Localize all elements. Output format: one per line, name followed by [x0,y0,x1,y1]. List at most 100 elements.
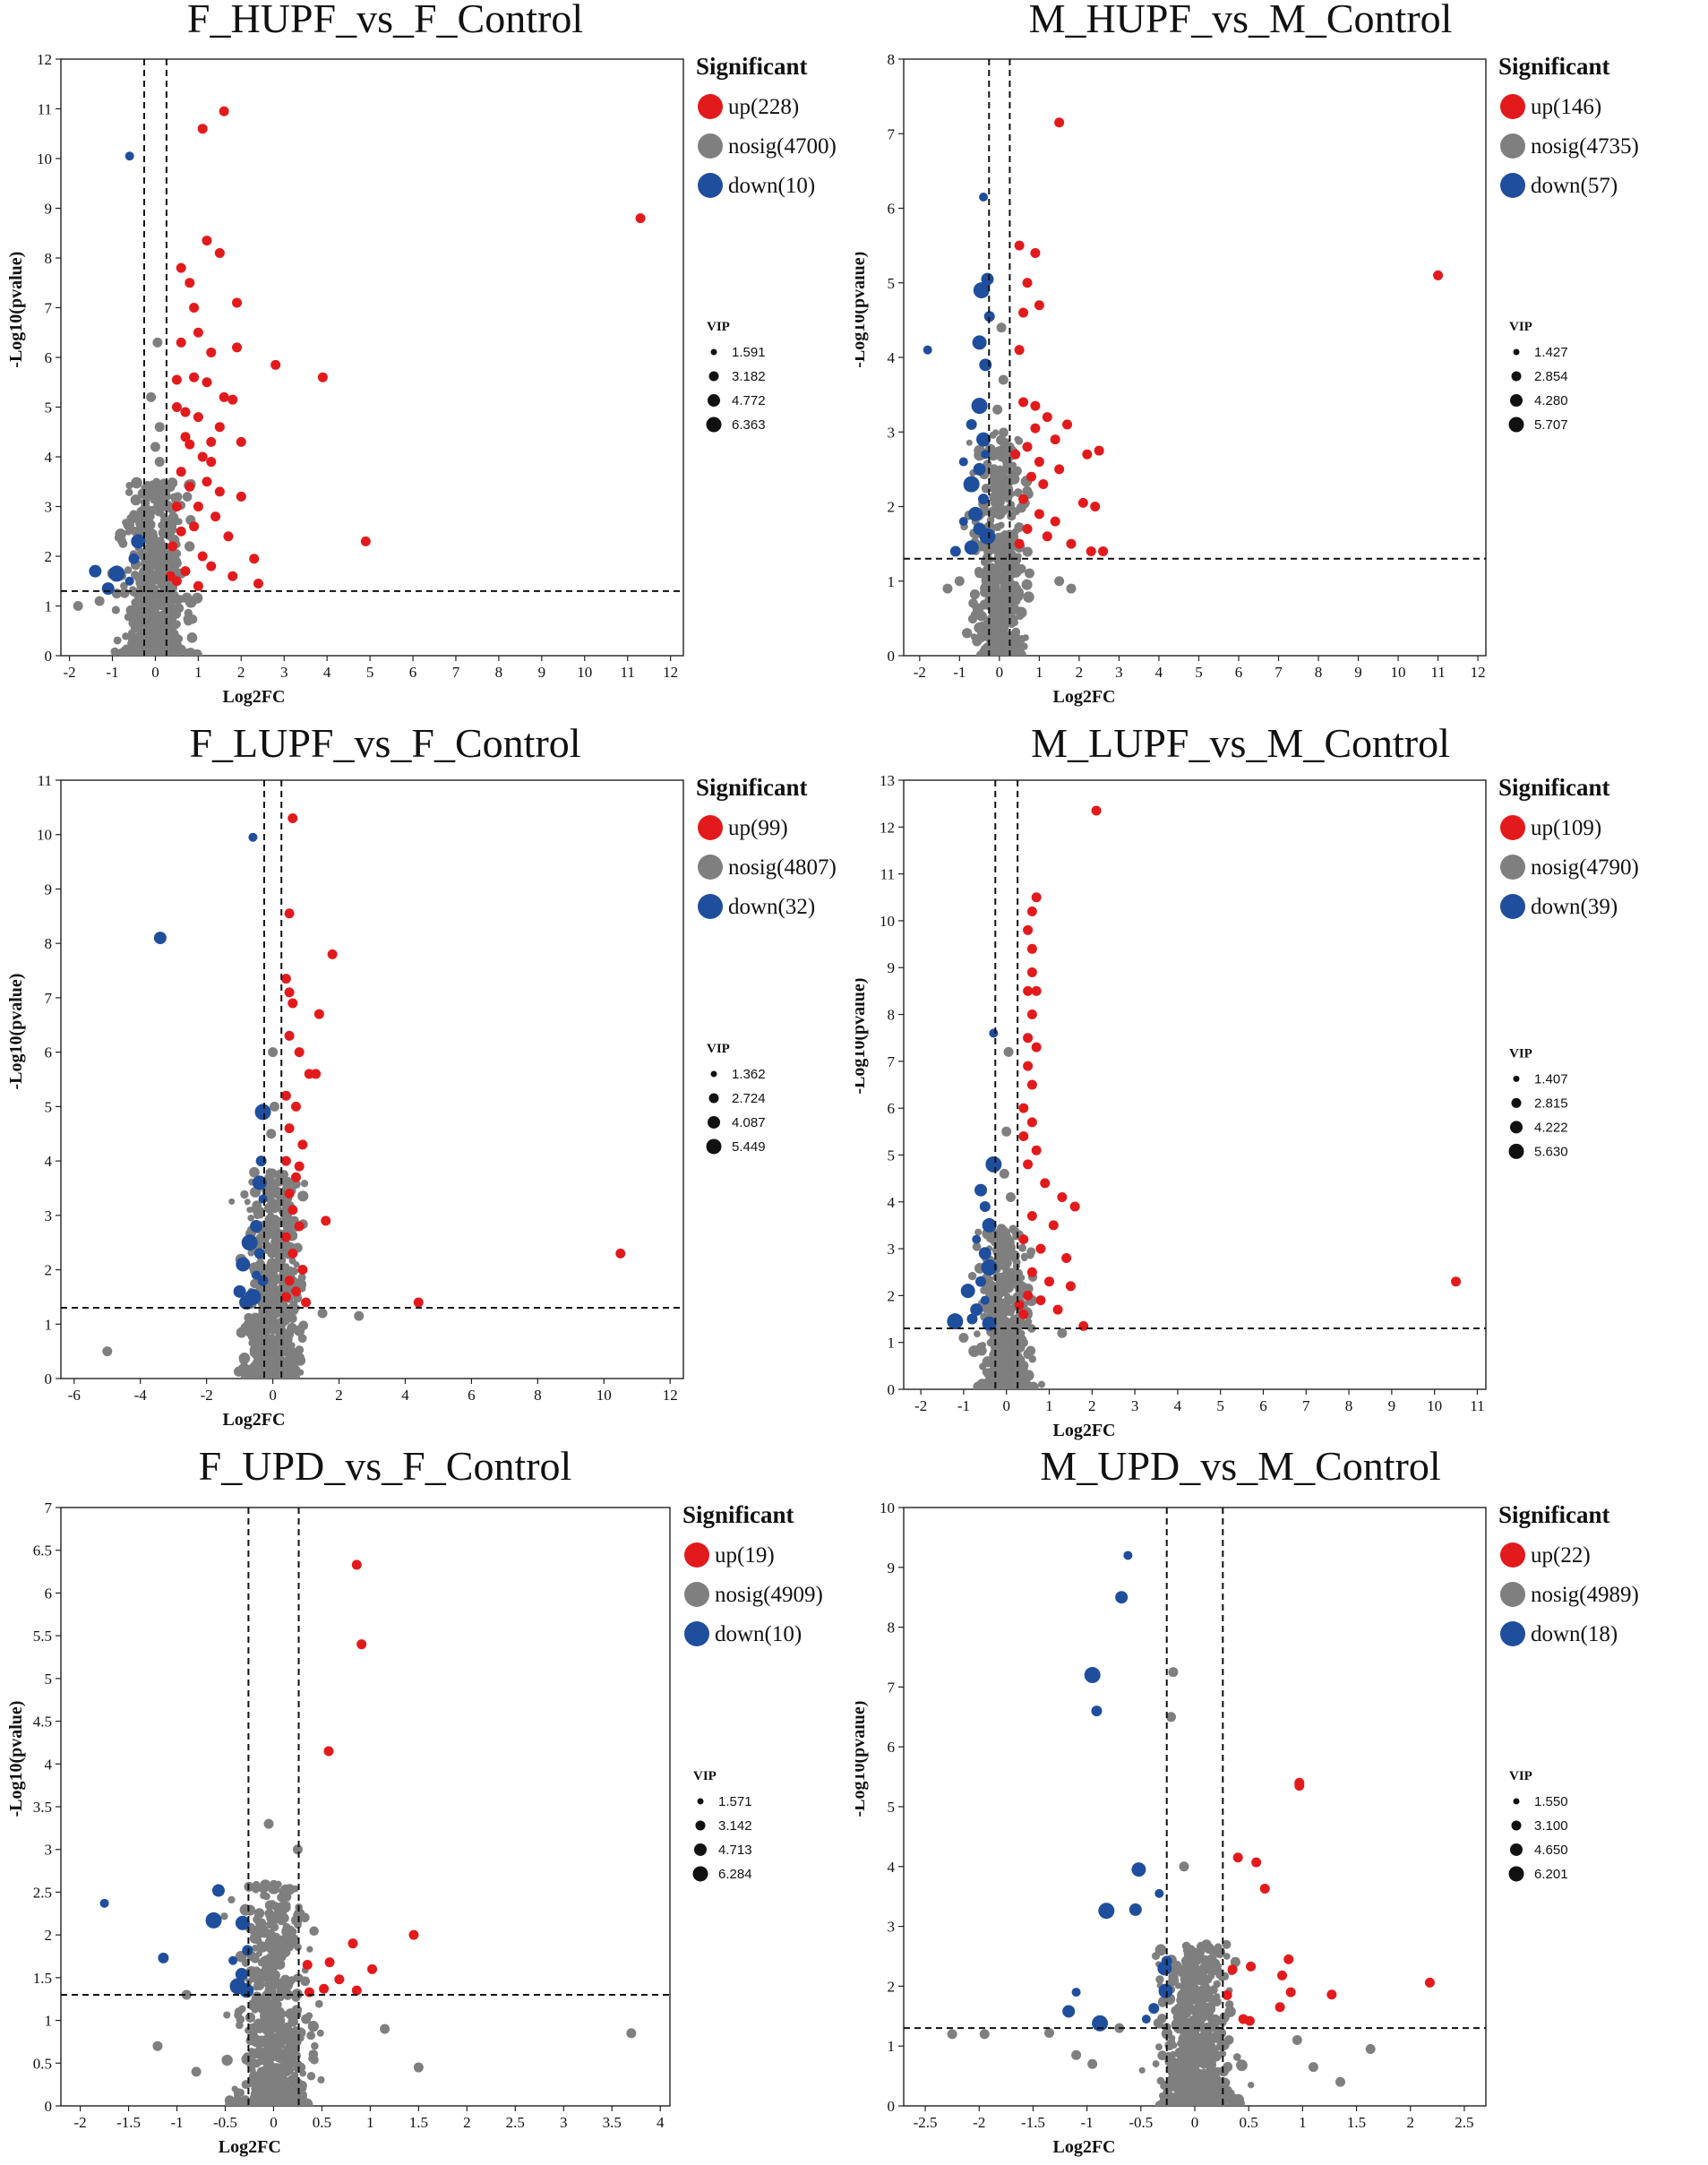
nosig-point [1017,1382,1030,1389]
nosig-point [143,544,150,551]
nosig-point [266,1267,278,1278]
nosig-point [265,1168,275,1177]
nosig-point [309,1926,319,1936]
legend-nosig-label: nosig(4790) [1531,855,1639,880]
nosig-point [227,1895,236,1904]
nosig-point [1187,2041,1197,2051]
nosig-point [1186,1949,1197,1959]
vip-size-label: 3.100 [1534,1818,1568,1834]
up-point [202,236,212,246]
y-tick-label: 5 [888,1799,896,1816]
up-point [1031,1042,1042,1052]
nosig-point [250,2035,262,2048]
nosig-point [979,1362,987,1370]
up-point [1050,434,1060,445]
nosig-point [140,503,151,514]
nosig-point [131,477,142,489]
vip-size-marker [695,1820,706,1831]
nosig-point [1000,1261,1008,1269]
x-tick-label: 2 [237,664,245,681]
nosig-point [157,480,166,488]
down-point [979,528,996,545]
up-point [1026,906,1037,916]
y-tick-label: 2 [888,1287,896,1304]
nosig-point [246,2060,254,2068]
up-point [319,1983,330,1994]
nosig-point [1199,1969,1208,1978]
y-tick-label: 10 [880,913,895,930]
nosig-point [987,576,998,588]
up-point [1014,345,1025,356]
nosig-point [1179,1861,1189,1872]
x-tick-label: 5 [1195,664,1203,681]
nosig-point [1195,2100,1206,2106]
nosig-point [265,1940,275,1951]
vip-heading: VIP [1509,1769,1532,1783]
up-point [1026,1079,1037,1090]
down-point [241,1234,258,1251]
x-tick-label: -2 [64,664,76,681]
nosig-point [173,595,183,605]
nosig-point [236,2021,244,2030]
down-point [983,311,995,322]
nosig-point [262,2025,271,2035]
nosig-point [279,2076,288,2085]
nosig-point [1066,583,1077,594]
up-point [1451,1276,1462,1287]
up-point [189,521,200,532]
down-point [211,1884,225,1897]
nosig-point [249,1932,261,1944]
down-point [239,1294,254,1310]
nosig-point [988,563,996,571]
nosig-point [270,2063,279,2071]
nosig-point [167,650,177,656]
down-point [1131,1862,1146,1877]
up-point [1018,494,1029,504]
nosig-point [130,623,141,633]
x-tick-label: 0 [270,2114,278,2131]
nosig-point [252,2058,262,2068]
up-point [327,949,338,959]
up-point [206,561,217,571]
nosig-point [1018,1243,1027,1252]
nosig-point [172,549,182,558]
down-point [205,1912,222,1929]
vip-size-label: 1.591 [732,345,766,360]
vip-size-marker [708,1093,719,1104]
nosig-point [288,2012,295,2020]
y-tick-label: 7 [888,1053,896,1070]
x-tick-label: 3 [560,2114,568,2131]
nosig-point [150,575,161,585]
chart-title: M_LUPF_vs_M_Control [1031,721,1450,766]
nosig-point [1054,576,1065,587]
nosig-point [1005,578,1015,588]
nosig-point [283,2025,293,2034]
nosig-point [962,628,973,639]
up-point [193,412,203,423]
nosig-point [1023,1349,1034,1360]
up-point [193,502,203,511]
nosig-point [275,1177,285,1187]
nosig-point [266,1230,273,1238]
nosig-point [1057,1327,1068,1338]
nosig-point [220,1912,228,1920]
volcano-plot-m-upd: M_UPD_vs_M_Control -2.5 -2 -1.5 -1 -0.5 0 0.5 1 1… [855,1447,1639,2157]
up-point [294,1047,305,1058]
x-tick-label: 8 [1315,664,1323,681]
legend-up-label: up(109) [1531,816,1601,840]
y-tick-label: 6 [888,201,896,218]
nosig-point [184,541,195,552]
down-point [1148,2003,1160,2015]
nosig-point [174,638,182,645]
up-point [413,1297,424,1308]
nosig-point [991,464,999,472]
nosig-point [1200,2030,1208,2039]
x-tick-label: 10 [597,1387,612,1404]
up-point [280,1090,291,1101]
y-tick-label: 1 [45,1316,53,1333]
up-point [210,511,221,522]
legend-down-marker [1500,894,1525,919]
up-point [171,502,182,511]
nosig-point [137,488,149,499]
nosig-point [1006,617,1017,629]
